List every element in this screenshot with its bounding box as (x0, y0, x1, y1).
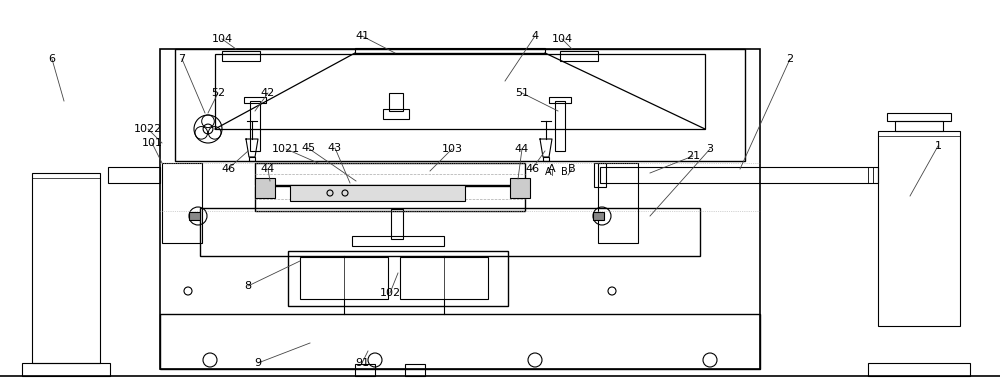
Bar (549, 97, 571, 103)
Bar (175, 49, 745, 161)
Bar (249, 157, 255, 161)
Text: 3: 3 (706, 144, 714, 154)
Bar (400, 257, 488, 299)
Bar (32, 173, 100, 363)
Bar (300, 257, 388, 299)
Bar (593, 212, 604, 220)
Bar (200, 208, 700, 256)
Bar (222, 51, 260, 61)
Bar (868, 363, 970, 376)
Bar (895, 121, 943, 131)
Text: 9: 9 (254, 358, 262, 368)
Text: 8: 8 (244, 281, 252, 291)
Text: 46: 46 (525, 164, 539, 174)
Text: 1021: 1021 (272, 144, 300, 154)
Text: 7: 7 (178, 54, 186, 64)
Text: 44: 44 (261, 164, 275, 174)
Text: 2: 2 (786, 54, 794, 64)
Bar (290, 185, 465, 201)
Text: B: B (561, 167, 567, 177)
Bar (288, 251, 508, 306)
Bar (22, 363, 110, 376)
Text: 104: 104 (211, 34, 233, 44)
Bar (162, 163, 202, 243)
Bar (108, 167, 160, 183)
Text: 1022: 1022 (134, 124, 162, 134)
Bar (160, 314, 760, 369)
Text: 44: 44 (515, 144, 529, 154)
Text: 43: 43 (328, 143, 342, 153)
Text: 42: 42 (261, 88, 275, 98)
Bar (391, 209, 403, 239)
Text: 102: 102 (379, 288, 401, 298)
Text: 104: 104 (551, 34, 573, 44)
Text: 1: 1 (934, 141, 942, 151)
Bar (887, 113, 951, 121)
Bar (600, 167, 878, 183)
Text: 41: 41 (355, 31, 369, 41)
Bar (255, 163, 525, 185)
Text: 51: 51 (515, 88, 529, 98)
Text: 52: 52 (211, 88, 225, 98)
Bar (560, 51, 598, 61)
Bar (510, 178, 530, 198)
Bar (594, 163, 606, 187)
Text: 45: 45 (301, 143, 315, 153)
Text: 46: 46 (221, 164, 235, 174)
Text: A: A (545, 167, 551, 177)
Bar (389, 93, 403, 111)
Text: B: B (568, 164, 576, 174)
Text: A: A (548, 164, 556, 174)
Bar (555, 101, 565, 151)
Bar (189, 212, 200, 220)
Bar (405, 364, 425, 376)
Bar (352, 236, 444, 246)
Bar (255, 186, 525, 211)
Bar (244, 97, 266, 103)
Bar (215, 54, 705, 129)
Bar (878, 131, 960, 326)
Text: 101: 101 (142, 138, 162, 148)
Bar (598, 163, 638, 243)
Bar (383, 109, 409, 119)
Text: 21: 21 (686, 151, 700, 161)
Bar (543, 157, 549, 161)
Text: 103: 103 (442, 144, 462, 154)
Bar (355, 364, 375, 376)
Text: 91: 91 (355, 358, 369, 368)
Text: 6: 6 (48, 54, 56, 64)
Bar (355, 48, 545, 53)
Bar (250, 101, 260, 151)
Text: 4: 4 (531, 31, 539, 41)
Bar (160, 49, 760, 369)
Bar (255, 178, 275, 198)
